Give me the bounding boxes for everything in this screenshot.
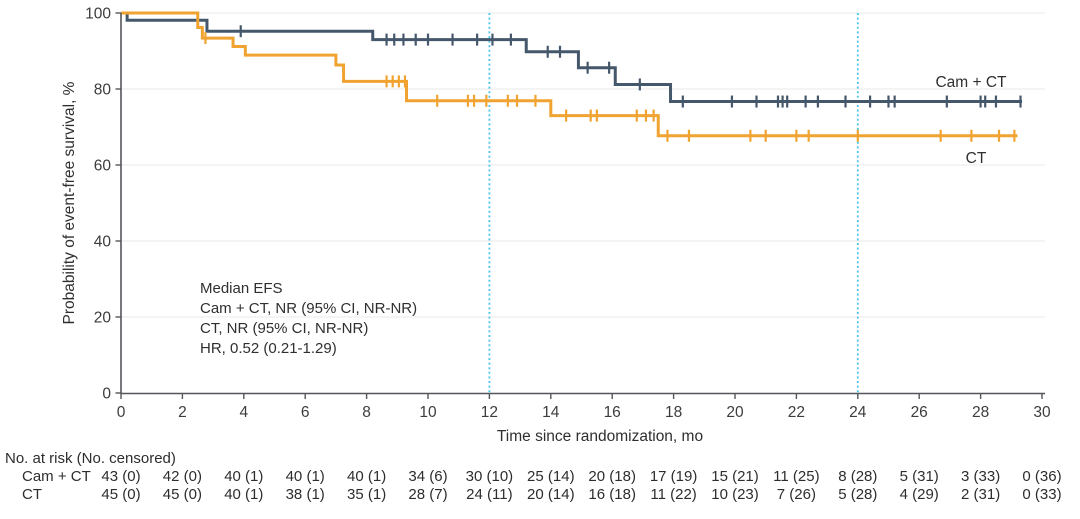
risk-cell: 35 (1) xyxy=(347,486,387,503)
risk-cell: 7 (26) xyxy=(776,486,816,503)
x-tick-label: 22 xyxy=(788,404,805,421)
risk-cell: 20 (18) xyxy=(588,468,636,485)
risk-cell: 3 (33) xyxy=(961,468,1001,485)
annotation-line-cam-ct: Cam + CT, NR (95% CI, NR-NR) xyxy=(200,300,417,317)
y-tick-label: 80 xyxy=(94,82,112,99)
risk-cell: 0 (33) xyxy=(1022,486,1062,503)
x-tick-label: 8 xyxy=(362,404,371,421)
risk-cell: 11 (22) xyxy=(650,486,697,503)
risk-cell: 0 (36) xyxy=(1022,468,1062,485)
risk-cell: 28 (7) xyxy=(408,486,448,503)
risk-cell: 20 (14) xyxy=(527,486,575,503)
risk-cell: 43 (0) xyxy=(101,468,141,485)
x-tick-label: 4 xyxy=(239,404,248,421)
annotation-line-hr: HR, 0.52 (0.21-1.29) xyxy=(200,340,337,357)
x-tick-label: 0 xyxy=(117,404,126,421)
x-axis-title: Time since randomization, mo xyxy=(497,428,703,445)
series-curve-cam-ct xyxy=(121,11,1023,104)
risk-cell: 16 (18) xyxy=(588,486,636,503)
risk-cell: 30 (10) xyxy=(465,468,514,485)
y-tick-label: 100 xyxy=(85,6,111,23)
annotation-line-median-efs: Median EFS xyxy=(200,280,283,297)
x-tick-label: 2 xyxy=(178,404,187,421)
risk-cell: 10 (23) xyxy=(711,486,759,503)
risk-cell: 34 (6) xyxy=(408,468,448,485)
x-tick-label: 26 xyxy=(911,404,928,421)
risk-cell: 45 (0) xyxy=(162,486,202,503)
x-tick-label: 28 xyxy=(972,404,989,421)
risk-cell: 40 (1) xyxy=(224,486,264,503)
series-curve-ct xyxy=(121,11,1018,138)
risk-cell: 24 (11) xyxy=(466,486,513,503)
annotation-line-ct: CT, NR (95% CI, NR-NR) xyxy=(200,320,368,337)
x-tick-label: 6 xyxy=(301,404,310,421)
x-tick-label: 12 xyxy=(481,404,498,421)
risk-cell: 15 (21) xyxy=(711,468,759,485)
y-tick-label: 0 xyxy=(102,386,111,403)
legend-label-ct: CT xyxy=(966,150,987,167)
risk-cell: 42 (0) xyxy=(162,468,202,485)
risk-table-row-ct: CT 45 (0) 45 (0) 40 (1) 38 (1) 35 (1) 28 (7) 2… xyxy=(0,486,1080,503)
risk-cell: 5 (31) xyxy=(899,468,939,485)
y-axis-title: Probability of event-free survival, % xyxy=(61,81,78,324)
risk-row-label: CT xyxy=(22,486,42,503)
risk-cell: 40 (1) xyxy=(224,468,264,485)
y-tick-label: 20 xyxy=(94,310,112,327)
risk-cell: 38 (1) xyxy=(285,486,325,503)
x-tick-label: 10 xyxy=(419,404,437,421)
legend-label-cam-ct: Cam + CT xyxy=(935,74,1007,91)
risk-table-row-cam-ct: Cam + CT 43 (0) 42 (0) 40 (1) 40 (1) 40 (1) 3… xyxy=(0,468,1080,485)
risk-cell: 2 (31) xyxy=(961,486,1001,503)
risk-cell: 40 (1) xyxy=(347,468,387,485)
risk-cell: 11 (25) xyxy=(773,468,820,485)
risk-cell: 17 (19) xyxy=(649,468,698,485)
km-chart: Probability of event-free survival, % Ti… xyxy=(61,6,1051,446)
risk-row-label: Cam + CT xyxy=(22,468,91,485)
risk-cell: 5 (28) xyxy=(838,486,878,503)
x-tick-label: 20 xyxy=(726,404,744,421)
risk-cell: 25 (14) xyxy=(527,468,575,485)
risk-table-title: No. at risk (No. censored) xyxy=(5,450,176,467)
x-tick-label: 14 xyxy=(542,404,560,421)
x-tick-label: 16 xyxy=(604,404,621,421)
risk-cell: 8 (28) xyxy=(838,468,878,485)
y-tick-label: 60 xyxy=(94,158,112,175)
x-tick-label: 24 xyxy=(849,404,867,421)
x-tick-label: 30 xyxy=(1033,404,1051,421)
x-tick-label: 18 xyxy=(665,404,682,421)
y-tick-label: 40 xyxy=(94,234,112,251)
risk-cell: 4 (29) xyxy=(899,486,939,503)
risk-cell: 40 (1) xyxy=(285,468,325,485)
risk-cell: 45 (0) xyxy=(101,486,141,503)
